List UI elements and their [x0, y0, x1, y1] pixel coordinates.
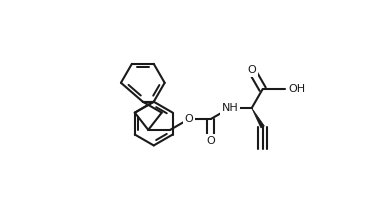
Text: O: O [247, 65, 256, 75]
Text: OH: OH [288, 84, 306, 94]
Polygon shape [252, 108, 264, 128]
Text: O: O [185, 114, 193, 124]
Text: NH: NH [222, 103, 238, 113]
Text: O: O [207, 136, 215, 146]
